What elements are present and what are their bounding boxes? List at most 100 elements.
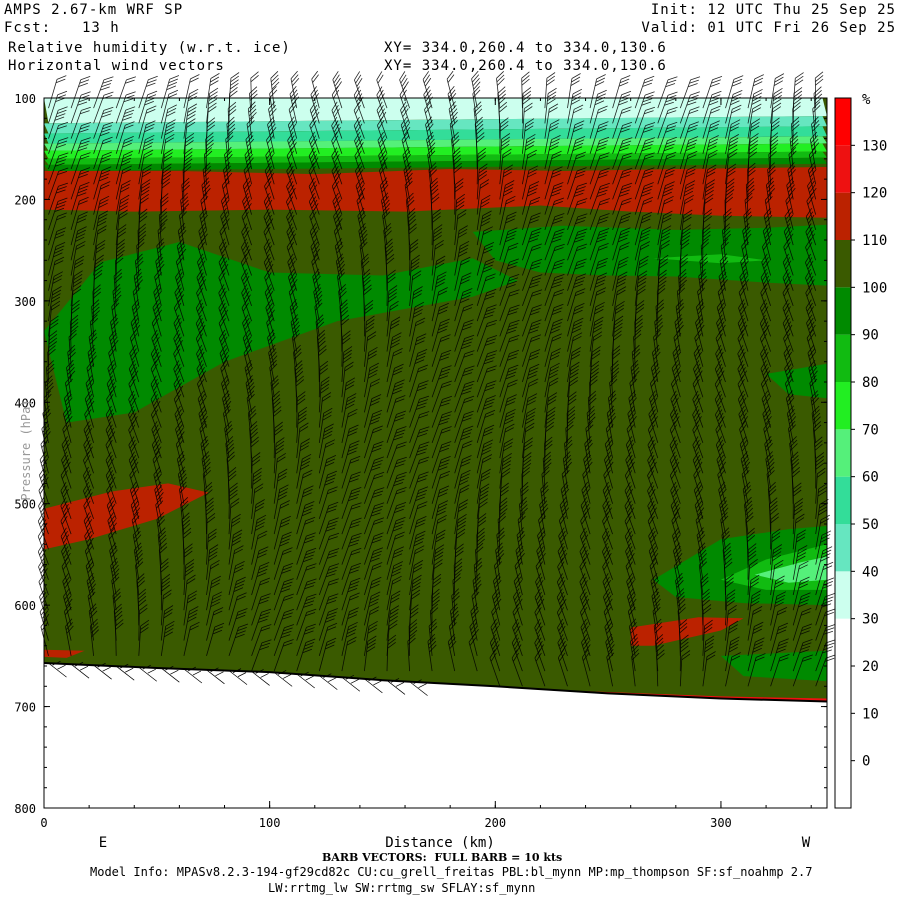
wind-barb: [386, 487, 407, 520]
wind-barb: [70, 299, 80, 337]
wind-barb: [204, 482, 213, 519]
wind-barb: [679, 121, 699, 154]
wind-barb: [612, 182, 633, 215]
wind-barb: [719, 496, 729, 535]
wind-barb: [747, 543, 757, 580]
colorbar-segment: [835, 192, 851, 240]
wind-barb: [364, 471, 385, 504]
field-name-primary: Relative humidity (w.r.t. ice): [8, 40, 291, 56]
wind-barb: [612, 300, 625, 337]
wind-barb: [589, 136, 610, 170]
wind-barb: [84, 405, 94, 444]
wind-barb: [544, 119, 560, 154]
wind-barb: [522, 133, 536, 170]
wind-barb: [742, 481, 752, 519]
wind-barb: [650, 572, 660, 611]
wind-barb: [694, 496, 705, 535]
wind-barb: [128, 360, 140, 398]
wind-barb: [70, 211, 88, 246]
wind-barb: [770, 117, 780, 154]
wind-barb: [197, 238, 207, 276]
wind-barb: [160, 75, 180, 109]
wind-barb: [431, 544, 445, 580]
surface-barb: [296, 671, 315, 689]
wind-barb: [364, 299, 374, 337]
wind-barb: [759, 329, 771, 367]
wind-barb: [722, 223, 731, 261]
wind-barb: [499, 164, 514, 200]
wind-barb: [173, 329, 185, 367]
wind-barb: [604, 618, 614, 657]
wind-barb: [589, 360, 600, 398]
wind-barb: [517, 512, 526, 550]
wind-barb: [579, 588, 591, 626]
wind-barb: [564, 436, 573, 474]
wind-barb: [807, 344, 817, 383]
wind-barb: [318, 532, 340, 565]
wind-barb: [783, 238, 794, 276]
wind-barb: [589, 331, 603, 367]
wind-barb: [725, 573, 734, 611]
wind-barb: [499, 394, 517, 428]
wind-barb: [198, 223, 208, 261]
wind-barb: [205, 497, 214, 535]
moist-pocket-west: [44, 242, 518, 423]
wind-barb: [586, 405, 596, 443]
wind-barb: [670, 390, 681, 428]
wind-barb: [409, 380, 429, 413]
wind-barb: [286, 162, 298, 200]
wind-barb: [723, 208, 732, 246]
wind-barb: [602, 481, 613, 520]
wind-barb: [522, 86, 532, 124]
stratosphere-band-2: [44, 126, 827, 144]
wind-barb: [522, 149, 537, 185]
y-axis-label: Pressure (hPa): [19, 399, 33, 500]
wind-barb: [130, 496, 141, 535]
wind-barb: [48, 106, 68, 139]
wind-barb: [173, 299, 185, 337]
colorbar-segment: [835, 240, 851, 288]
wind-barb: [672, 527, 681, 565]
wind-barb: [160, 573, 171, 611]
wind-barb: [105, 421, 117, 459]
wind-barb: [273, 406, 282, 443]
wind-barb: [296, 547, 317, 580]
wind-barb: [535, 557, 546, 596]
wind-barb: [556, 603, 568, 641]
wind-barb: [522, 349, 541, 383]
wind-barb: [785, 390, 795, 428]
wind-barb: [183, 606, 199, 641]
wind-barb: [544, 377, 559, 413]
wind-barb: [814, 436, 823, 474]
wind-barb: [567, 273, 587, 307]
wind-barb: [475, 542, 484, 580]
wind-barb: [318, 563, 340, 596]
wind-barb: [386, 546, 404, 580]
wind-barb: [782, 253, 794, 291]
wind-barb: [522, 243, 542, 276]
wind-barb: [747, 74, 764, 109]
wind-barb: [770, 622, 789, 657]
wind-barb: [679, 209, 693, 246]
wind-barb: [747, 621, 764, 656]
wind-barb: [263, 208, 275, 246]
wind-barb: [634, 255, 649, 291]
wind-barb: [48, 167, 69, 200]
wind-barb: [612, 242, 630, 276]
wind-barb: [341, 487, 362, 520]
wind-barb: [454, 193, 466, 230]
wind-barb: [747, 637, 765, 672]
wind-barb: [679, 254, 688, 291]
wind-barb: [409, 349, 428, 383]
small-supersat-lens: [44, 649, 85, 658]
wind-barb: [522, 258, 543, 291]
wind-barb: [386, 575, 402, 611]
wind-barb: [353, 101, 365, 139]
wind-barb: [499, 227, 518, 261]
wind-barb: [160, 605, 174, 641]
wind-barb: [476, 163, 488, 200]
wind-barb: [696, 527, 706, 565]
wind-barb: [181, 177, 190, 215]
wind-barb: [720, 238, 729, 276]
wind-barb: [93, 181, 111, 215]
